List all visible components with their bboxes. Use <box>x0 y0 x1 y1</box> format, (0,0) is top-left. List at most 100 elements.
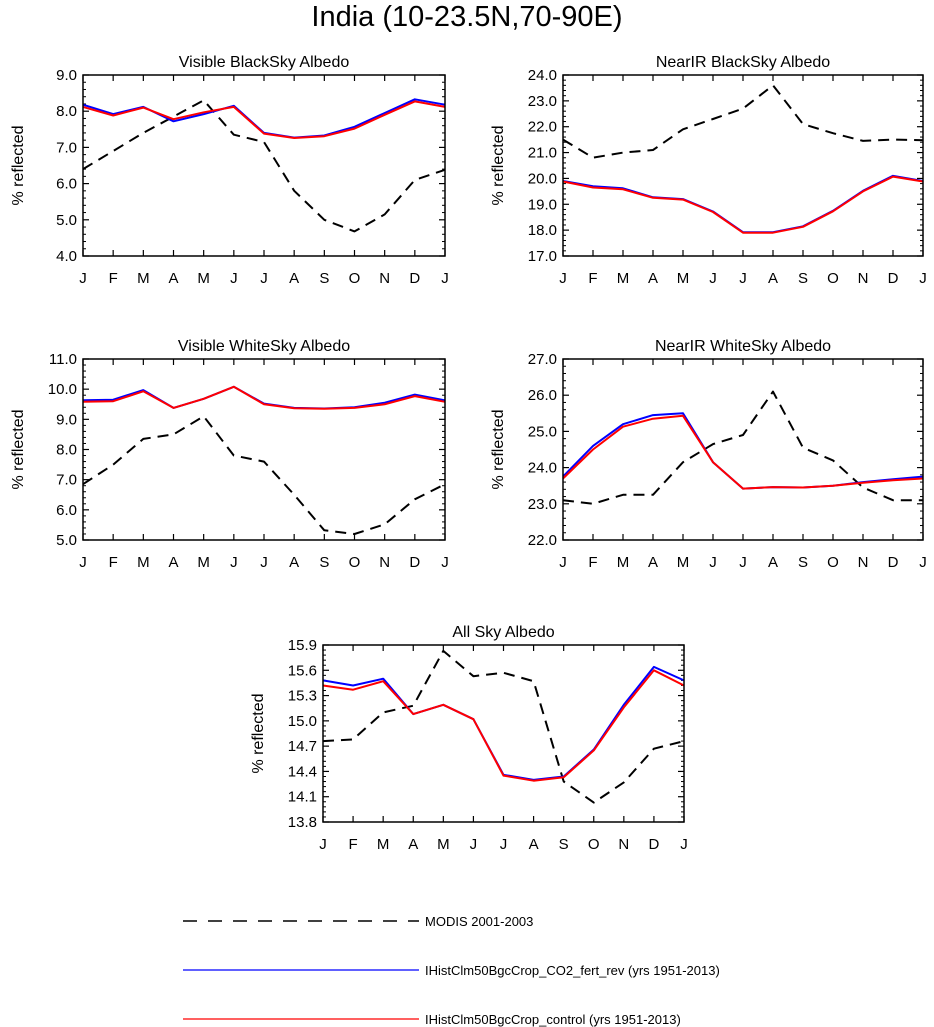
series-line-2 <box>562 174 924 234</box>
series-line-1 <box>562 390 923 505</box>
x-tick-label: J <box>470 836 478 853</box>
x-tick-label: J <box>230 554 238 571</box>
panel-title: All Sky Albedo <box>452 624 554 641</box>
panel-title: NearIR BlackSky Albedo <box>656 54 830 71</box>
y-tick-label: 4.0 <box>56 248 77 265</box>
x-tick-label: S <box>559 836 569 853</box>
x-tick-label: M <box>137 554 150 571</box>
x-tick-label: J <box>230 270 238 287</box>
y-tick-label: 8.0 <box>56 442 77 459</box>
x-tick-label: M <box>377 836 390 853</box>
x-tick-label: M <box>137 270 150 287</box>
y-tick-label: 10.0 <box>48 381 77 398</box>
y-tick-label: 27.0 <box>528 351 557 368</box>
x-tick-label: F <box>588 270 597 287</box>
x-tick-label: J <box>79 270 87 287</box>
y-tick-label: 14.4 <box>288 763 317 780</box>
series-line-1 <box>82 415 446 535</box>
series-line-3 <box>562 414 924 490</box>
series-line-1 <box>562 84 924 159</box>
y-tick-label: 25.0 <box>528 423 557 440</box>
y-tick-label: 15.0 <box>288 713 317 730</box>
plot-frame <box>82 358 446 541</box>
x-tick-label: J <box>709 270 717 287</box>
series-line-3 <box>562 175 924 234</box>
x-tick-label: O <box>349 554 361 571</box>
x-tick-label: A <box>768 270 778 287</box>
series-line-3 <box>82 385 446 410</box>
x-tick-label: J <box>319 836 327 853</box>
y-tick-label: 14.7 <box>288 738 317 755</box>
x-tick-label: A <box>408 836 418 853</box>
y-axis-label: % reflected <box>490 409 507 489</box>
y-tick-label: 20.0 <box>528 170 557 187</box>
x-tick-label: D <box>409 270 420 287</box>
panel-title: Visible BlackSky Albedo <box>179 54 350 71</box>
figure-title: India (10-23.5N,70-90E) <box>311 1 623 33</box>
y-tick-label: 7.0 <box>56 472 77 489</box>
series-line-2 <box>562 412 924 490</box>
y-tick-label: 15.9 <box>288 637 317 654</box>
y-tick-label: 23.0 <box>528 496 557 513</box>
y-tick-label: 9.0 <box>56 67 77 84</box>
plot-frame <box>82 74 446 257</box>
x-tick-label: D <box>888 270 899 287</box>
legend-item: MODIS 2001-2003 <box>183 914 533 929</box>
y-tick-label: 26.0 <box>528 387 557 404</box>
x-tick-label: N <box>858 270 869 287</box>
x-tick-label: J <box>260 270 268 287</box>
x-tick-label: F <box>109 270 118 287</box>
y-tick-label: 5.0 <box>56 212 77 229</box>
x-tick-label: A <box>648 554 658 571</box>
series-line-1 <box>82 99 446 233</box>
legend-label: MODIS 2001-2003 <box>425 914 533 929</box>
x-tick-label: A <box>529 836 539 853</box>
x-tick-label: A <box>289 554 299 571</box>
panel-title: Visible WhiteSky Albedo <box>178 338 350 355</box>
x-tick-label: D <box>409 554 420 571</box>
x-tick-label: S <box>798 554 808 571</box>
x-tick-label: M <box>677 270 690 287</box>
x-tick-label: J <box>919 270 927 287</box>
x-tick-label: D <box>648 836 659 853</box>
x-tick-label: N <box>858 554 869 571</box>
x-tick-label: F <box>348 836 357 853</box>
x-tick-label: A <box>648 270 658 287</box>
x-tick-label: J <box>709 554 717 571</box>
x-tick-label: F <box>109 554 118 571</box>
x-tick-label: M <box>677 554 690 571</box>
x-tick-label: F <box>588 554 597 571</box>
x-tick-label: M <box>437 836 450 853</box>
y-tick-label: 5.0 <box>56 532 77 549</box>
panel-1: Visible BlackSky Albedo % reflected 4.0 5.0… <box>10 54 449 287</box>
x-tick-label: O <box>827 554 839 571</box>
y-tick-label: 21.0 <box>528 145 557 162</box>
series-line-3 <box>82 100 446 139</box>
x-tick-label: J <box>739 554 747 571</box>
panel-3: Visible WhiteSky Albedo % reflected 5.0 6.0… <box>10 338 449 571</box>
y-tick-label: 19.0 <box>528 196 557 213</box>
y-tick-label: 13.8 <box>288 814 317 831</box>
x-tick-label: N <box>618 836 629 853</box>
y-axis-label: % reflected <box>10 409 27 489</box>
y-tick-label: 8.0 <box>56 103 77 120</box>
x-tick-label: S <box>319 554 329 571</box>
panel-5: All Sky Albedo % reflected 13.8 14.1 14.4 14.… <box>250 624 688 853</box>
y-tick-label: 22.0 <box>528 532 557 549</box>
y-axis-label: % reflected <box>10 125 27 205</box>
x-tick-label: J <box>500 836 508 853</box>
x-tick-label: J <box>919 554 927 571</box>
x-tick-label: A <box>768 554 778 571</box>
y-tick-label: 15.3 <box>288 688 317 705</box>
x-tick-label: A <box>168 270 178 287</box>
x-tick-label: D <box>888 554 899 571</box>
x-tick-label: M <box>197 554 210 571</box>
y-tick-label: 17.0 <box>528 248 557 265</box>
x-tick-label: N <box>379 270 390 287</box>
legend-item: IHistClm50BgcCrop_control (yrs 1951-2013… <box>183 1012 681 1027</box>
y-tick-label: 11.0 <box>49 351 77 368</box>
y-axis-label: % reflected <box>250 693 267 773</box>
x-tick-label: A <box>289 270 299 287</box>
x-tick-label: J <box>79 554 87 571</box>
